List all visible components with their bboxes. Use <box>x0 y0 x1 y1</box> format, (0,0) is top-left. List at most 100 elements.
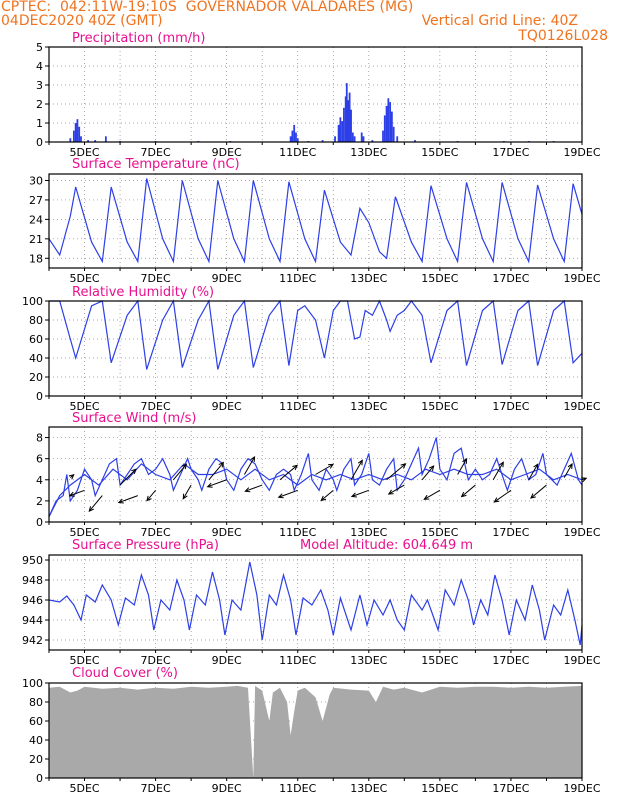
wind-arrow <box>69 489 85 497</box>
x-tick-label: 13DEC <box>350 782 387 795</box>
x-tick-label: 17DEC <box>492 526 529 539</box>
x-tick-label: 11DEC <box>279 782 316 795</box>
wind-arrow <box>118 495 139 504</box>
x-tick-label: 5DEC <box>69 272 99 285</box>
panel-frame-0 <box>48 46 583 143</box>
y-tick-label: 80 <box>29 314 43 327</box>
panel-title-4: Surface Pressure (hPa) <box>72 538 219 553</box>
wind-arrow <box>315 463 334 475</box>
precip-bar <box>74 123 77 142</box>
wind-arrow <box>278 489 298 498</box>
panel-frame-1 <box>48 173 583 269</box>
precip-bar <box>321 140 324 142</box>
precip-bar <box>396 136 399 142</box>
precip-bar <box>80 136 82 142</box>
y-tick-label: 1 <box>36 117 43 130</box>
x-tick-label: 11DEC <box>279 400 316 413</box>
wind-arrow <box>182 484 192 499</box>
panel-annotation-4: Model Altitude: 604.649 m <box>300 538 473 553</box>
y-tick-label: 2 <box>36 495 43 508</box>
header-line1: CPTEC: 042:11W-19:10S GOVERNADOR VALADAR… <box>1 0 414 15</box>
wind-arrow-head <box>131 468 137 475</box>
x-tick-label: 17DEC <box>492 146 529 159</box>
x-tick-label: 17DEC <box>492 654 529 667</box>
x-tick-label: 13DEC <box>350 400 387 413</box>
precip-bar <box>360 132 363 142</box>
wind-arrow <box>119 468 137 486</box>
x-tick-label: 11DEC <box>279 654 316 667</box>
panel-frame-2 <box>48 300 583 397</box>
wind-arrow-head <box>218 461 225 468</box>
y-tick-label: 30 <box>29 174 43 187</box>
precip-bar <box>353 136 356 142</box>
x-tick-label: 11DEC <box>279 146 316 159</box>
x-tick-label: 15DEC <box>421 272 458 285</box>
panel-title-3: Surface Wind (m/s) <box>72 411 196 426</box>
x-tick-label: 5DEC <box>69 782 99 795</box>
x-tick-label: 19DEC <box>563 272 600 285</box>
precip-bar <box>414 140 416 142</box>
y-tick-label: 4 <box>36 474 43 487</box>
y-tick-label: 100 <box>22 295 43 308</box>
precip-bar <box>382 130 384 142</box>
x-tick-label: 11DEC <box>279 272 316 285</box>
precip-bar <box>343 107 345 142</box>
y-tick-label: 8 <box>36 432 43 445</box>
wind-arrow <box>457 458 468 475</box>
precip-bar <box>293 124 296 142</box>
wind-arrow-head <box>68 474 75 480</box>
precip-bar <box>347 100 350 142</box>
wind-arrow <box>351 489 369 497</box>
precip-bar <box>87 140 89 142</box>
y-tick-label: 6 <box>36 453 43 466</box>
wind-arrow <box>146 490 156 501</box>
x-tick-label: 17DEC <box>492 272 529 285</box>
precip-bar <box>345 83 348 142</box>
precip-bar <box>362 136 365 142</box>
wind-arrow-head <box>244 487 251 493</box>
cloud-area <box>49 685 582 778</box>
panel-title-2: Relative Humidity (%) <box>72 285 214 300</box>
x-tick-label: 5DEC <box>69 146 99 159</box>
y-tick-label: 24 <box>29 213 43 226</box>
x-tick-label: 7DEC <box>141 272 171 285</box>
series-line-mean <box>48 463 583 517</box>
y-tick-label: 0 <box>36 390 43 403</box>
x-tick-label: 17DEC <box>492 782 529 795</box>
x-tick-label: 9DEC <box>212 400 242 413</box>
wind-arrow-head <box>530 493 536 499</box>
precip-bar <box>387 98 390 142</box>
wind-arrow-head <box>493 497 500 503</box>
precip-bar <box>334 136 336 142</box>
wind-arrow <box>461 484 476 498</box>
y-tick-label: 0 <box>36 136 43 149</box>
wind-arrow <box>279 464 298 481</box>
series-line-2 <box>49 299 583 370</box>
precip-bar <box>337 124 340 142</box>
panel-frame-5 <box>48 682 583 779</box>
series-line-4 <box>48 561 583 646</box>
x-tick-label: 19DEC <box>563 654 600 667</box>
y-tick-label: 20 <box>29 753 43 766</box>
y-tick-label: 3 <box>36 79 43 92</box>
precip-bar <box>289 136 292 142</box>
wind-arrow-head <box>181 463 188 470</box>
precip-bar <box>339 117 342 142</box>
panel-title-1: Surface Temperature (nC) <box>72 157 240 172</box>
wind-arrow-head <box>328 463 335 469</box>
wind-arrow <box>563 463 573 478</box>
precip-bar <box>78 126 81 142</box>
x-tick-label: 9DEC <box>212 782 242 795</box>
wind-arrow <box>245 484 263 492</box>
precip-bar <box>392 126 395 142</box>
precip-bar <box>76 119 79 142</box>
precip-bar <box>351 132 354 142</box>
x-tick-label: 17DEC <box>492 400 529 413</box>
wind-arrow-head <box>68 491 75 497</box>
wind-arrow-head <box>292 464 299 471</box>
precip-bar <box>385 105 388 142</box>
wind-arrow-head <box>250 455 256 462</box>
wind-arrow-head <box>428 465 435 471</box>
precip-bar <box>69 138 72 142</box>
wind-arrow <box>350 460 363 481</box>
